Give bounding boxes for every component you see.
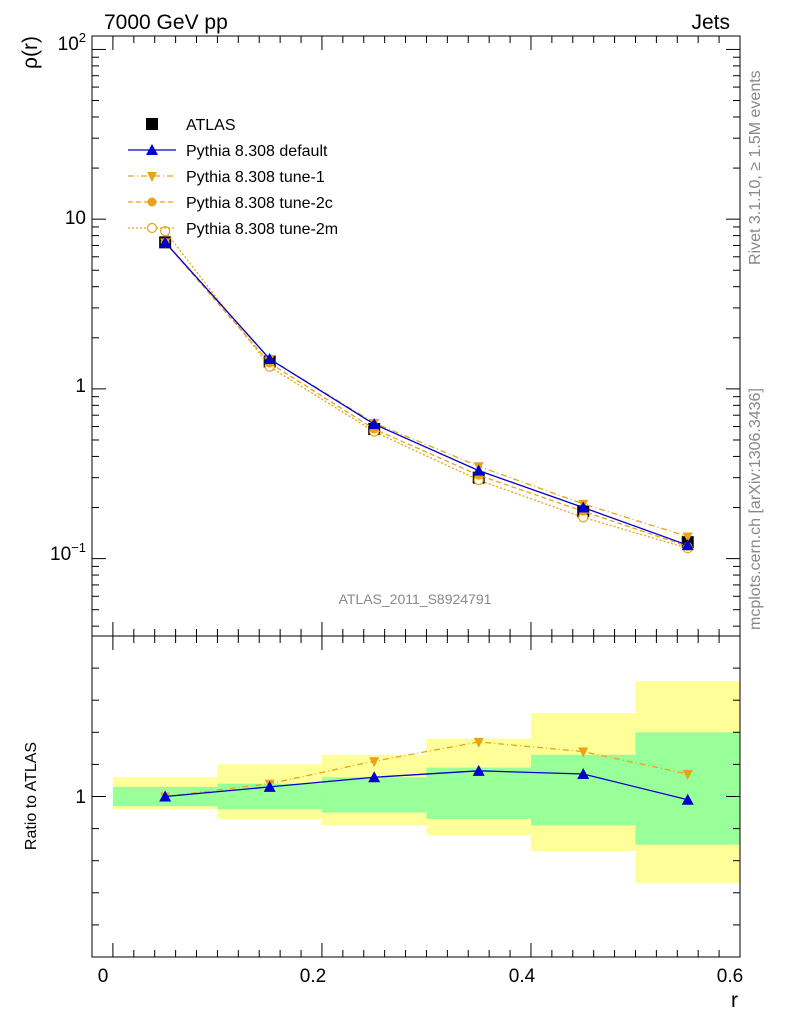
main-plot-panel: 102 10 1 10−1 ρ(r) ATLAS_2011_S8924791 A… xyxy=(19,30,741,637)
legend-label-3: Pythia 8.308 tune-2c xyxy=(186,195,333,212)
ytick-label-1: 1 xyxy=(75,376,86,397)
legend-marker-0 xyxy=(146,118,158,130)
mcplots-label: mcplots.cern.ch [arXiv:1306.3436] xyxy=(747,388,764,630)
legend-marker-1 xyxy=(146,144,158,155)
series-line-4 xyxy=(164,230,688,549)
xtick-label-0: 0 xyxy=(98,966,109,987)
ytick-label-100: 102 xyxy=(58,30,86,55)
ratio-line-default xyxy=(165,770,688,801)
rivet-label: Rivet 3.1.10, ≥ 1.5M events xyxy=(747,70,764,265)
ratio-tune-1-point-2 xyxy=(369,757,380,768)
ytick-100-exp: 2 xyxy=(79,30,86,45)
series-line-3 xyxy=(164,241,688,548)
legend-marker-3 xyxy=(147,197,157,207)
series-4-point-0 xyxy=(160,226,171,237)
series-1-point-3 xyxy=(472,464,485,476)
series-1-point-4 xyxy=(577,501,590,513)
series-1-point-5 xyxy=(681,539,694,551)
legend-marker-4 xyxy=(146,222,158,234)
ratio-plot-panel: 1 Ratio to ATLAS 0 0.2 0.4 0.6 r xyxy=(23,635,743,1012)
ytick-label-0.1: 10−1 xyxy=(50,540,86,565)
xlabel: r xyxy=(731,989,738,1012)
ratio-band-inner-2 xyxy=(321,777,427,813)
ratio-band-inner-4 xyxy=(530,754,636,826)
ytick-100-base: 10 xyxy=(58,34,79,55)
ratio-default-point-0 xyxy=(159,790,172,802)
ratio-band-inner-5 xyxy=(635,732,740,845)
rivet-suffix: 1.5M events xyxy=(747,70,764,162)
series-1-point-0 xyxy=(159,236,172,248)
ratio-band-inner-3 xyxy=(426,767,531,819)
series-2-point-5 xyxy=(682,532,693,543)
xtick-label-0.6: 0.6 xyxy=(717,966,743,987)
rivet-prefix: Rivet 3.1.10, xyxy=(747,171,764,265)
ratio-tune-1-point-5 xyxy=(682,770,693,781)
series-1-point-2 xyxy=(368,418,381,430)
rivet-ge: ≥ xyxy=(747,162,764,171)
ratio-tune-1-point-3 xyxy=(473,737,484,748)
analysis-id: ATLAS_2011_S8924791 xyxy=(339,591,492,607)
ytick-0.1-exp: −1 xyxy=(71,540,86,555)
main-data-marks xyxy=(159,226,694,554)
main-axis-ticks xyxy=(92,36,741,636)
ratio-ytick-label-1: 1 xyxy=(75,787,86,808)
legend-marker-2 xyxy=(147,172,157,182)
xtick-label-0.2: 0.2 xyxy=(300,966,326,987)
series-line-1 xyxy=(164,241,688,546)
ratio-ylabel: Ratio to ATLAS xyxy=(23,742,40,850)
ratio-default-point-5 xyxy=(681,793,694,805)
main-ylabel: ρ(r) xyxy=(19,36,42,69)
xtick-label-0.4: 0.4 xyxy=(509,966,536,987)
header-right: Jets xyxy=(691,11,730,34)
legend-label-2: Pythia 8.308 tune-1 xyxy=(186,169,325,186)
legend: ATLAS Pythia 8.308 default Pythia 8.308 tu… xyxy=(128,117,338,238)
ratio-line-tune-1 xyxy=(165,741,688,798)
ytick-0.1-base: 10 xyxy=(50,544,71,565)
header-left: 7000 GeV pp xyxy=(104,11,228,34)
legend-label-1: Pythia 8.308 default xyxy=(186,143,328,160)
ratio-default-point-4 xyxy=(577,768,590,780)
ratio-default-point-2 xyxy=(368,771,381,783)
ratio-axis-ticks xyxy=(92,635,741,958)
ratio-tune-1-point-4 xyxy=(578,747,589,758)
series-1-point-1 xyxy=(263,353,276,365)
series-line-2 xyxy=(164,241,688,538)
ratio-data-marks xyxy=(112,680,740,884)
ratio-default-point-1 xyxy=(263,780,276,792)
ytick-label-10: 10 xyxy=(65,208,86,229)
legend-label-0: ATLAS xyxy=(186,117,236,134)
ratio-default-point-3 xyxy=(472,764,485,776)
legend-label-4: Pythia 8.308 tune-2m xyxy=(186,221,338,238)
